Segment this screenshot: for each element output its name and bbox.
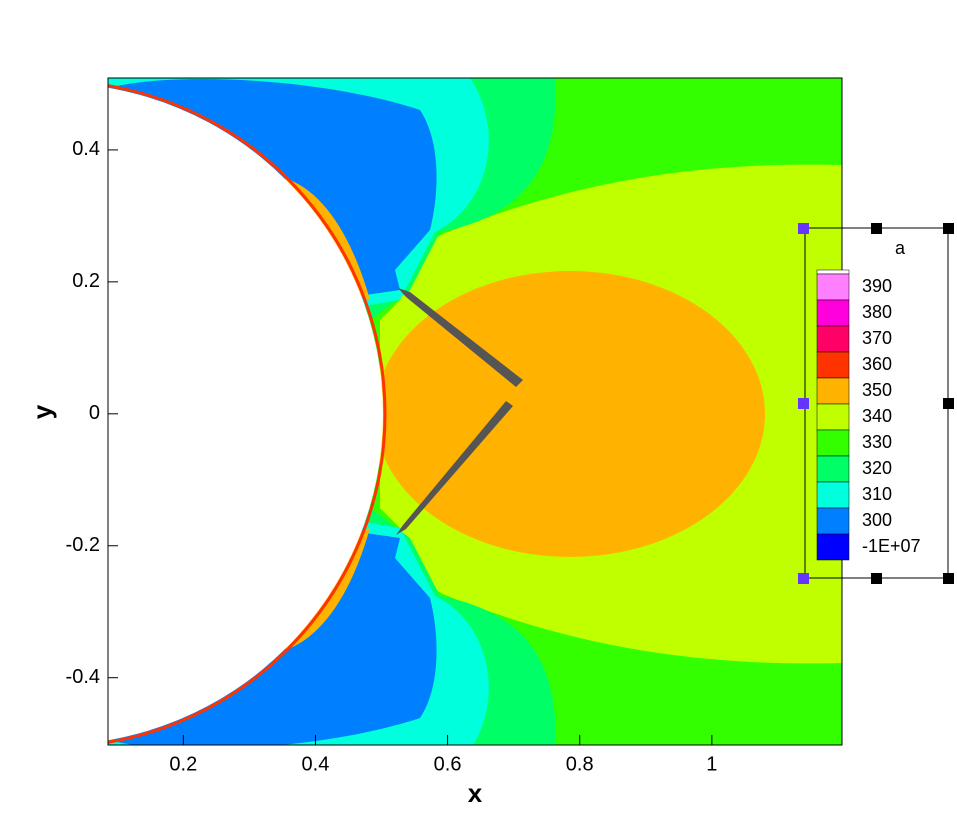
legend-handles: [798, 223, 954, 584]
handle: [798, 398, 809, 409]
legend-swatch: [816, 455, 850, 483]
legend-swatch: [816, 429, 850, 457]
overlay: [396, 288, 523, 535]
y-tick-label: 0: [89, 402, 100, 424]
arrow: [396, 401, 513, 535]
legend-label: -1E+07: [862, 536, 921, 556]
x-tick-label: 0.2: [169, 753, 197, 775]
legend-label: 340: [862, 406, 892, 426]
handle: [798, 573, 809, 584]
legend-label: 330: [862, 432, 892, 452]
y-axis-label: y: [27, 404, 57, 419]
handle: [798, 223, 809, 234]
handle: [871, 573, 882, 584]
legend-swatch: [816, 377, 850, 405]
y-tick-label: -0.4: [66, 666, 100, 688]
handle: [871, 223, 882, 234]
legend-swatch: [816, 481, 850, 509]
x-tick-label: 0.8: [566, 753, 594, 775]
legend-label: 380: [862, 302, 892, 322]
y-tick-label: -0.2: [66, 534, 100, 556]
handle: [943, 398, 954, 409]
legend-swatch: [816, 325, 850, 353]
legend-swatch: [816, 533, 850, 561]
legend-swatch: [816, 351, 850, 379]
legend-label: 300: [862, 510, 892, 530]
handle: [943, 573, 954, 584]
legend-swatch: [816, 299, 850, 327]
body-outline: [108, 84, 387, 744]
legend-title: a: [895, 238, 906, 258]
handle: [943, 223, 954, 234]
legend-swatch: [816, 507, 850, 535]
legend-swatch-top: [816, 269, 850, 275]
legend-label: 320: [862, 458, 892, 478]
legend-label: 360: [862, 354, 892, 374]
legend-swatch: [816, 403, 850, 431]
arrow: [398, 288, 523, 387]
y-tick-label: 0.2: [72, 270, 100, 292]
x-tick-label: 1: [706, 753, 717, 775]
legend-label: 370: [862, 328, 892, 348]
x-tick-label: 0.4: [302, 753, 330, 775]
legend-label: 350: [862, 380, 892, 400]
body: [108, 87, 383, 741]
legend-label: 390: [862, 276, 892, 296]
x-axis-label: x: [468, 778, 483, 808]
x-tick-label: 0.6: [434, 753, 462, 775]
legend-swatch: [816, 273, 850, 301]
y-tick-label: 0.4: [72, 138, 100, 160]
legend-label: 310: [862, 484, 892, 504]
contour-field: [108, 78, 842, 745]
